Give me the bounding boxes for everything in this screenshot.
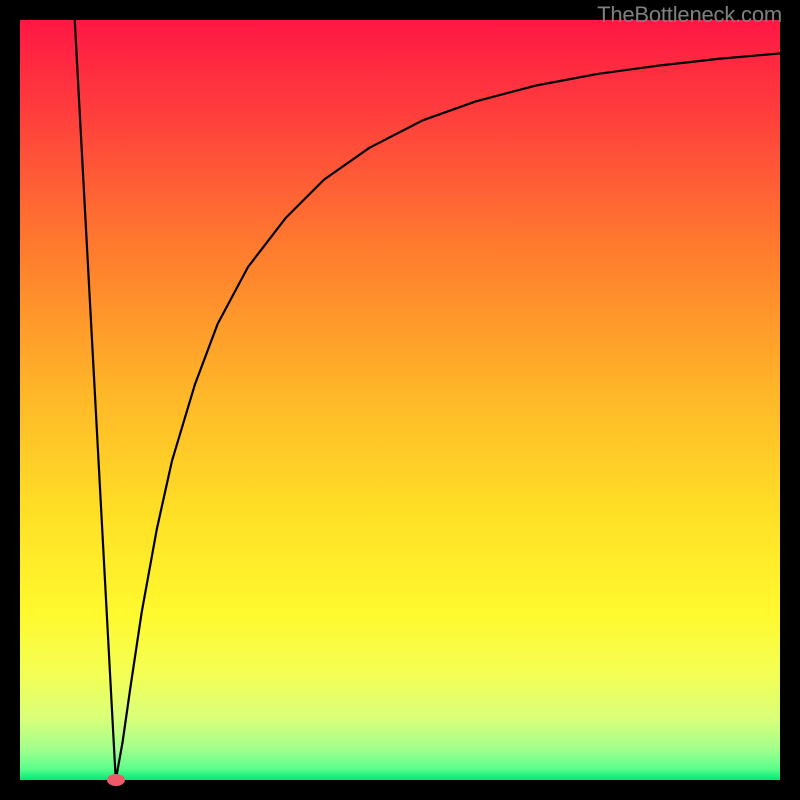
optimal-point-marker — [107, 774, 125, 786]
chart-container: TheBottleneck.com — [0, 0, 800, 800]
watermark-text: TheBottleneck.com — [597, 2, 782, 28]
bottleneck-curve — [20, 20, 780, 780]
plot-area — [20, 20, 780, 780]
